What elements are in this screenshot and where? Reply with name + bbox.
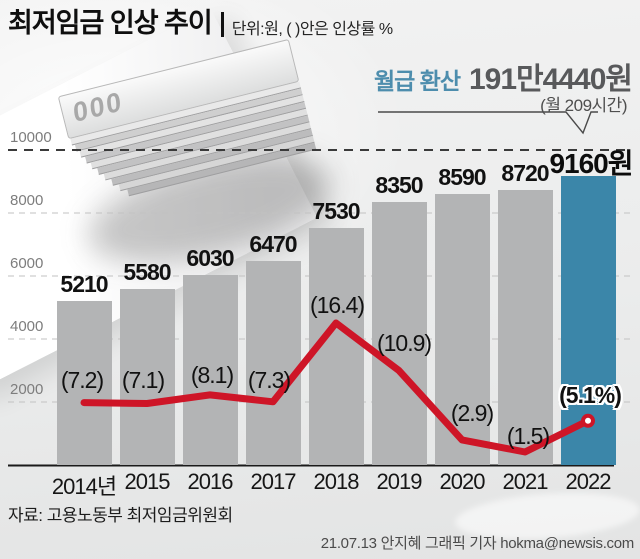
x-axis-label-2016: 2016 <box>187 469 234 494</box>
x-axis-label-2021: 2021 <box>502 469 549 494</box>
byline-credit: 21.07.13 안지혜 그래픽 기자 hokma@newsis.com <box>320 535 635 552</box>
bar-value-label-2017: 6470 <box>249 231 297 258</box>
x-axis-label-2014년: 2014년 <box>51 474 117 499</box>
y-axis-label-2000: 2000 <box>10 381 44 398</box>
title-divider <box>220 12 224 37</box>
bar-value-label-2018: 7530 <box>312 197 360 224</box>
rate-label-2018: (16.4) <box>309 291 365 318</box>
callout-value: 191만4440원 <box>469 63 633 96</box>
y-axis-label-4000: 4000 <box>10 318 44 335</box>
banknote-denomination-text: 000 <box>71 85 125 129</box>
monthly-conversion-callout: 월급 환산 191만4440원 <box>373 54 633 98</box>
x-axis-label-2020: 2020 <box>439 469 486 494</box>
x-axis-label-2015: 2015 <box>124 469 171 494</box>
bar-2022 <box>560 176 616 465</box>
x-axis-label-2022: 2022 <box>565 469 612 494</box>
bar-value-label-2020: 8590 <box>438 164 486 191</box>
bar-value-label-2014년: 5210 <box>60 270 108 297</box>
callout-label: 월급 환산 <box>373 68 461 94</box>
page-title: 최저임금 인상 추이 <box>8 8 213 38</box>
rate-label-2022: (5.1%) <box>559 381 622 408</box>
y-axis-label-6000: 6000 <box>10 255 44 272</box>
y-axis-label-8000: 8000 <box>10 192 44 209</box>
bar-value-label-2022: 9160원 <box>549 148 633 180</box>
x-axis-label-2017: 2017 <box>250 469 297 494</box>
header: 최저임금 인상 추이 단위:원, ( )안은 인상률 % <box>8 6 393 40</box>
rate-label-2021: (1.5) <box>506 423 550 449</box>
x-axis-label-2019: 2019 <box>376 469 423 494</box>
x-axis-label-2018: 2018 <box>313 469 360 494</box>
source-note: 자료: 고용노동부 최저임금위원회 <box>8 506 233 525</box>
callout-hours-note: (월 209시간) <box>540 96 627 115</box>
bar-value-label-2016: 6030 <box>186 245 234 272</box>
bar-value-label-2015: 5580 <box>123 259 171 286</box>
rate-label-2017: (7.3) <box>247 366 291 393</box>
y-axis-label-10000: 10000 <box>10 129 52 146</box>
unit-note: 단위:원, ( )안은 인상률 % <box>231 21 393 38</box>
bar-value-label-2019: 8350 <box>375 171 423 198</box>
bar-value-label-2021: 8720 <box>501 160 549 187</box>
rate-label-2019: (10.9) <box>376 329 432 356</box>
